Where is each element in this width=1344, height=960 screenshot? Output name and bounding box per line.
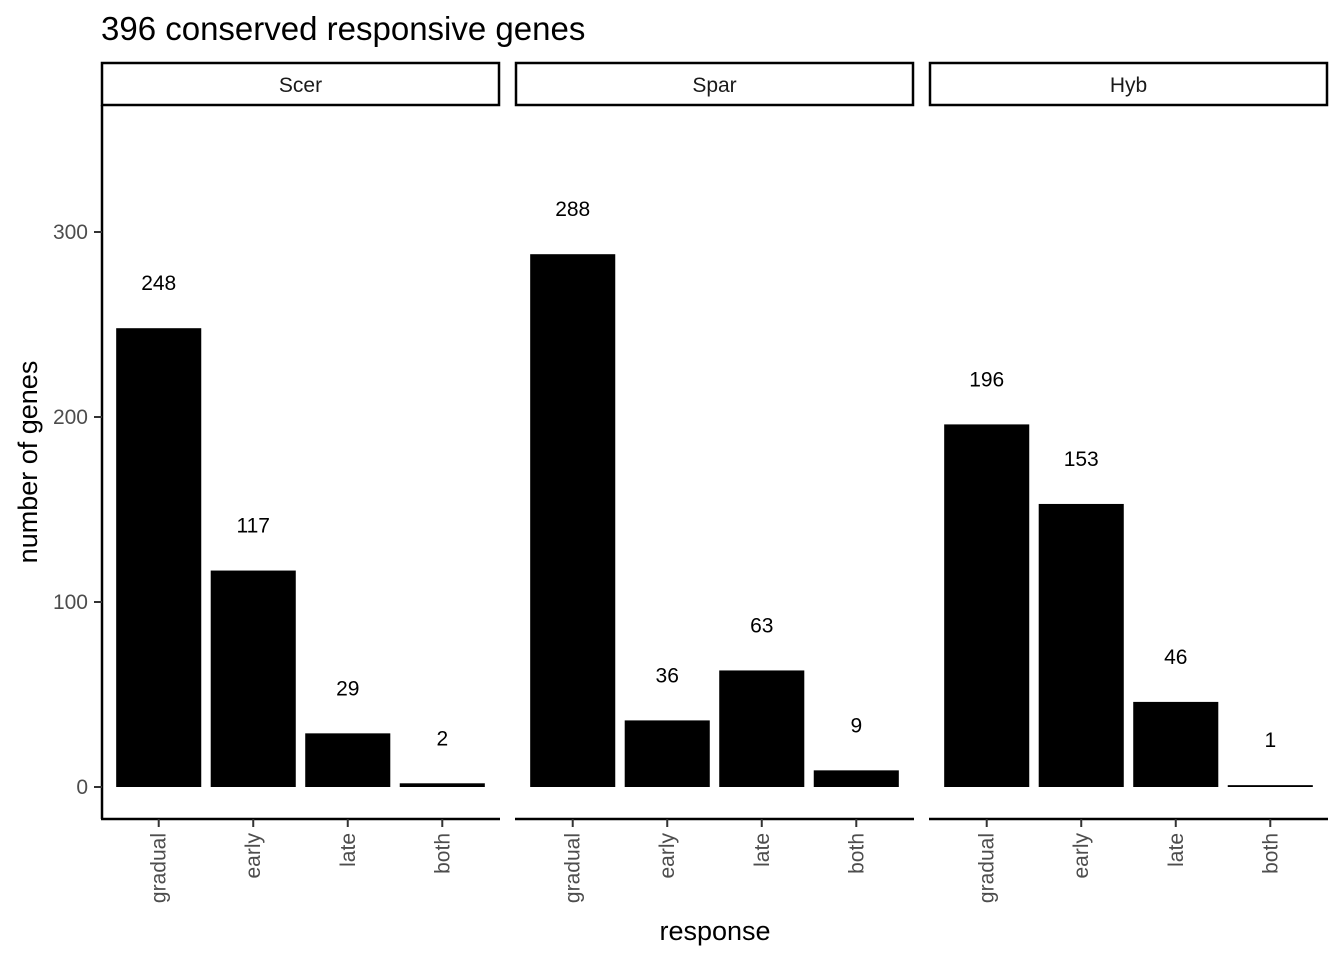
data-label: 36 — [656, 664, 679, 687]
x-tick-label: early — [242, 833, 265, 879]
x-tick-label: late — [337, 833, 360, 867]
bar-scer-early — [210, 570, 296, 787]
x-tick-label: gradual — [976, 833, 999, 903]
y-tick-label: 100 — [53, 591, 88, 614]
data-label: 117 — [236, 515, 269, 538]
bar-spar-late — [719, 670, 805, 787]
facet-strip — [514, 61, 915, 107]
bar-hyb-gradual — [944, 424, 1030, 787]
data-label: 196 — [969, 368, 1004, 391]
x-tick-label: late — [751, 833, 774, 867]
x-tick-label: late — [1165, 833, 1188, 867]
facet-panel-hyb: Hyb 196 gradual 153 early 46 late 1 both — [928, 61, 1329, 903]
data-label: 46 — [1164, 646, 1187, 669]
y-axis: 0 100 200 300 — [53, 105, 104, 819]
facet-panel-scer: Scer 248 gradual 117 early 29 late 2 both — [100, 61, 501, 903]
y-tick-label: 200 — [53, 406, 88, 429]
x-tick-label: early — [1070, 833, 1093, 879]
data-label: 153 — [1064, 448, 1099, 471]
y-axis-title: number of genes — [13, 361, 43, 564]
x-tick-label: early — [656, 833, 679, 879]
facet-strip — [100, 61, 501, 107]
data-label: 9 — [850, 714, 862, 737]
bar-hyb-both — [1227, 785, 1313, 787]
bar-scer-gradual — [116, 328, 202, 787]
bar-scer-late — [305, 733, 391, 787]
x-tick-label: both — [431, 833, 454, 874]
bar-spar-early — [624, 720, 710, 787]
bar-hyb-late — [1133, 701, 1219, 787]
x-tick-label: both — [845, 833, 868, 874]
x-tick-label: both — [1259, 833, 1282, 874]
y-tick-label: 300 — [53, 221, 88, 244]
data-label: 29 — [336, 677, 359, 700]
bar-scer-both — [399, 783, 485, 787]
bar-hyb-early — [1038, 503, 1124, 787]
facet-panel-spar: Spar 288 gradual 36 early 63 late 9 both — [514, 61, 915, 903]
facet-strip-label: Scer — [279, 74, 322, 97]
facet-strip — [928, 61, 1329, 107]
facet-strip-label: Spar — [692, 74, 736, 97]
data-label: 248 — [141, 272, 176, 295]
x-axis-title: response — [659, 916, 770, 946]
chart-title: 396 conserved responsive genes — [101, 10, 585, 47]
facet-panels: Scer 248 gradual 117 early 29 late 2 both Spar 288… — [100, 61, 1329, 903]
data-label: 1 — [1264, 729, 1276, 752]
data-label: 2 — [436, 727, 448, 750]
bar-spar-gradual — [530, 254, 616, 787]
data-label: 63 — [750, 614, 773, 637]
data-label: 288 — [555, 198, 590, 221]
x-tick-label: gradual — [148, 833, 171, 903]
facet-strip-label: Hyb — [1110, 74, 1147, 97]
y-tick-label: 0 — [76, 776, 88, 799]
x-tick-label: gradual — [562, 833, 585, 903]
bar-spar-both — [813, 770, 899, 787]
